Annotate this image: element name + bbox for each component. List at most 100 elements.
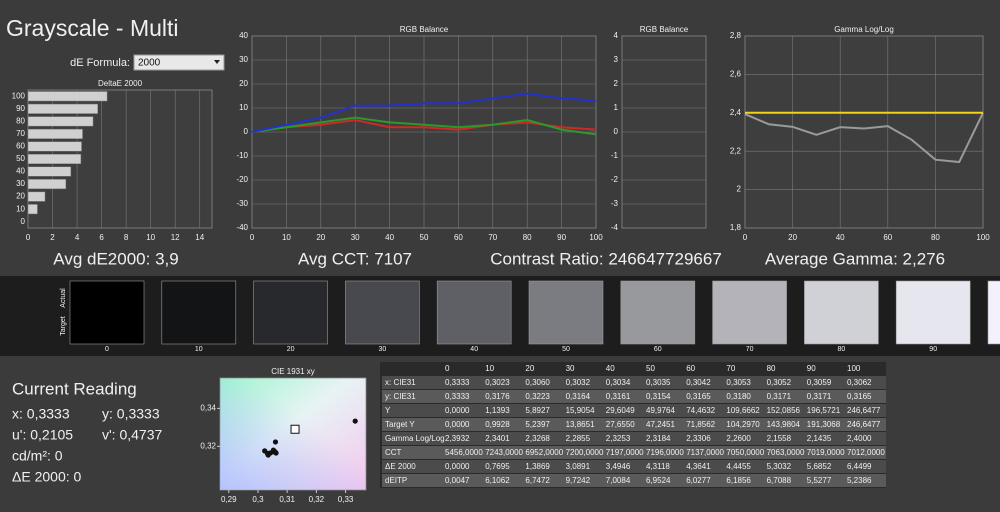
summary-stat: Average Gamma: 2,276	[765, 249, 945, 268]
table-cell: 4,3641	[686, 462, 711, 471]
x-tick-label: 30	[351, 233, 360, 242]
table-cell: 2,3268	[525, 434, 550, 443]
table-cell: 5,3032	[767, 462, 792, 471]
y-tick-label: 40	[239, 31, 248, 40]
x-tick-label: 40	[836, 233, 845, 242]
table-cell: 2,2600	[726, 434, 751, 443]
table-cell: 0,3165	[847, 392, 872, 401]
y-tick-label: 0,32	[200, 441, 216, 450]
page-title: Grayscale - Multi	[6, 15, 179, 41]
bar	[27, 103, 98, 114]
table-row	[382, 376, 886, 389]
x-tick-label: 6	[99, 233, 104, 242]
y-tick-label: 30	[16, 179, 25, 188]
bar	[27, 179, 67, 190]
table-cell: 0,3042	[686, 378, 711, 387]
point	[273, 450, 279, 456]
x-tick-label: 12	[171, 233, 180, 242]
swatch	[253, 280, 328, 345]
y-tick-label: 0	[244, 127, 249, 136]
table-cell: 2,3932	[445, 434, 470, 443]
x-tick-label: 0,29	[221, 495, 237, 504]
summary-stat: Avg CCT: 7107	[298, 249, 412, 268]
y-tick-label: 20	[16, 192, 25, 201]
y-tick-label: 40	[16, 167, 25, 176]
table-row	[382, 474, 886, 487]
table-row	[382, 404, 886, 417]
x-tick-label: 0	[26, 233, 31, 242]
table-cell: Gamma Log/Log	[385, 434, 445, 443]
table-cell: 6,1856	[726, 476, 751, 485]
swatch-label: 40	[470, 346, 478, 353]
table-cell: 15,9054	[566, 406, 595, 415]
table-cell: 29,6049	[606, 406, 635, 415]
x-tick-label: 100	[976, 233, 990, 242]
table-cell: 246,6477	[847, 420, 881, 429]
table-row	[382, 460, 886, 473]
formula-label: dE Formula:	[70, 57, 130, 69]
table-row	[382, 390, 886, 403]
table-cell: 3,0891	[566, 462, 591, 471]
x-tick-label: 8	[124, 233, 129, 242]
x-tick-label: 80	[523, 233, 532, 242]
table-cell: 2,2855	[566, 434, 591, 443]
y-tick-label: 100	[12, 91, 26, 100]
y-tick-label: 50	[16, 154, 25, 163]
table-cell: 6,1062	[485, 476, 510, 485]
table-cell: y: CIE31	[385, 392, 416, 401]
table-cell: 246,6477	[847, 406, 881, 415]
table-cell: 49,9764	[646, 406, 675, 415]
swatch-label: 20	[287, 346, 295, 353]
y-tick-label: -3	[611, 199, 619, 208]
table-cell: 152,0856	[767, 406, 801, 415]
reading-value: cd/m²: 0	[12, 448, 63, 464]
swatch	[528, 280, 604, 345]
table-cell: 7063,0000	[767, 448, 805, 457]
y-tick-label: 0	[614, 127, 619, 136]
table-cell: 5,2386	[847, 476, 872, 485]
table-cell: x: CIE31	[385, 378, 416, 387]
table-cell: 4,3118	[646, 462, 670, 471]
table-cell: 6,0277	[686, 476, 711, 485]
swatch	[804, 280, 879, 345]
bar	[27, 116, 94, 127]
formula-select[interactable]	[133, 54, 225, 71]
table-cell: 2,4000	[847, 434, 872, 443]
bar	[27, 91, 108, 102]
chart-title: CIE 1931 xy	[271, 367, 315, 376]
x-tick-label: 0,32	[309, 495, 325, 504]
table-cell: 7200,0000	[566, 448, 604, 457]
table-cell: 7019,0000	[807, 448, 845, 457]
series-line	[744, 112, 984, 164]
point	[272, 439, 279, 445]
table-cell: 6,7088	[767, 476, 792, 485]
point	[352, 418, 358, 424]
table-cell: 5,6852	[807, 462, 832, 471]
table-header: 80	[767, 364, 776, 373]
y-tick-label: -20	[236, 175, 248, 184]
swatch	[712, 280, 787, 345]
bar	[27, 153, 82, 165]
swatch	[69, 280, 145, 345]
swatch-label: 80	[838, 346, 846, 353]
table-row	[382, 446, 886, 459]
swatch-label: 60	[654, 346, 662, 353]
dropdown-arrow	[214, 60, 220, 64]
y-tick-label: -40	[236, 223, 248, 232]
table-cell: 6,9524	[646, 476, 671, 485]
table-cell: 5,8927	[525, 406, 550, 415]
table-cell: 0,3180	[726, 392, 751, 401]
table-cell: 0,0000	[445, 420, 470, 429]
y-tick-label: 70	[16, 129, 25, 138]
table-cell: 0,0000	[445, 406, 470, 415]
bar	[27, 166, 72, 177]
table-header: 0	[445, 364, 450, 373]
x-tick-label: 10	[282, 233, 291, 242]
y-tick-label: 4	[614, 31, 619, 40]
x-tick-label: 10	[146, 233, 155, 242]
table-cell: 71,8562	[686, 420, 715, 429]
y-tick-label: 2,2	[730, 146, 742, 155]
reading-title: Current Reading	[12, 379, 137, 398]
x-tick-label: 40	[385, 233, 394, 242]
x-tick-label: 20	[316, 233, 325, 242]
